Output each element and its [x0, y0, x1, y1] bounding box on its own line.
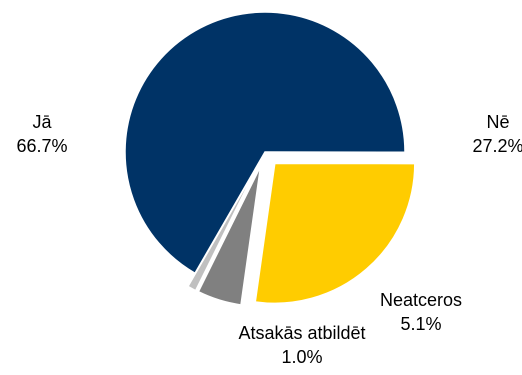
slice-label-2: Neatceros [380, 290, 462, 310]
pie-slice-2 [197, 165, 262, 306]
slice-value-2: 5.1% [400, 314, 441, 334]
pie-slices [124, 11, 416, 306]
pie-slice-0 [124, 11, 406, 275]
pie-slice-3 [186, 164, 259, 292]
slice-label-0: Jā [32, 112, 52, 132]
pie-labels: Jā 66.7% Nē 27.2% Neatceros 5.1% Atsakās atbil… [16, 112, 522, 367]
slice-value-0: 66.7% [16, 136, 67, 156]
pie-slice-1 [254, 162, 416, 305]
slice-label-3: Atsakās atbildēt [238, 323, 365, 343]
slice-value-3: 1.0% [281, 347, 322, 367]
slice-value-1: 27.2% [472, 136, 522, 156]
slice-label-1: Nē [486, 112, 509, 132]
